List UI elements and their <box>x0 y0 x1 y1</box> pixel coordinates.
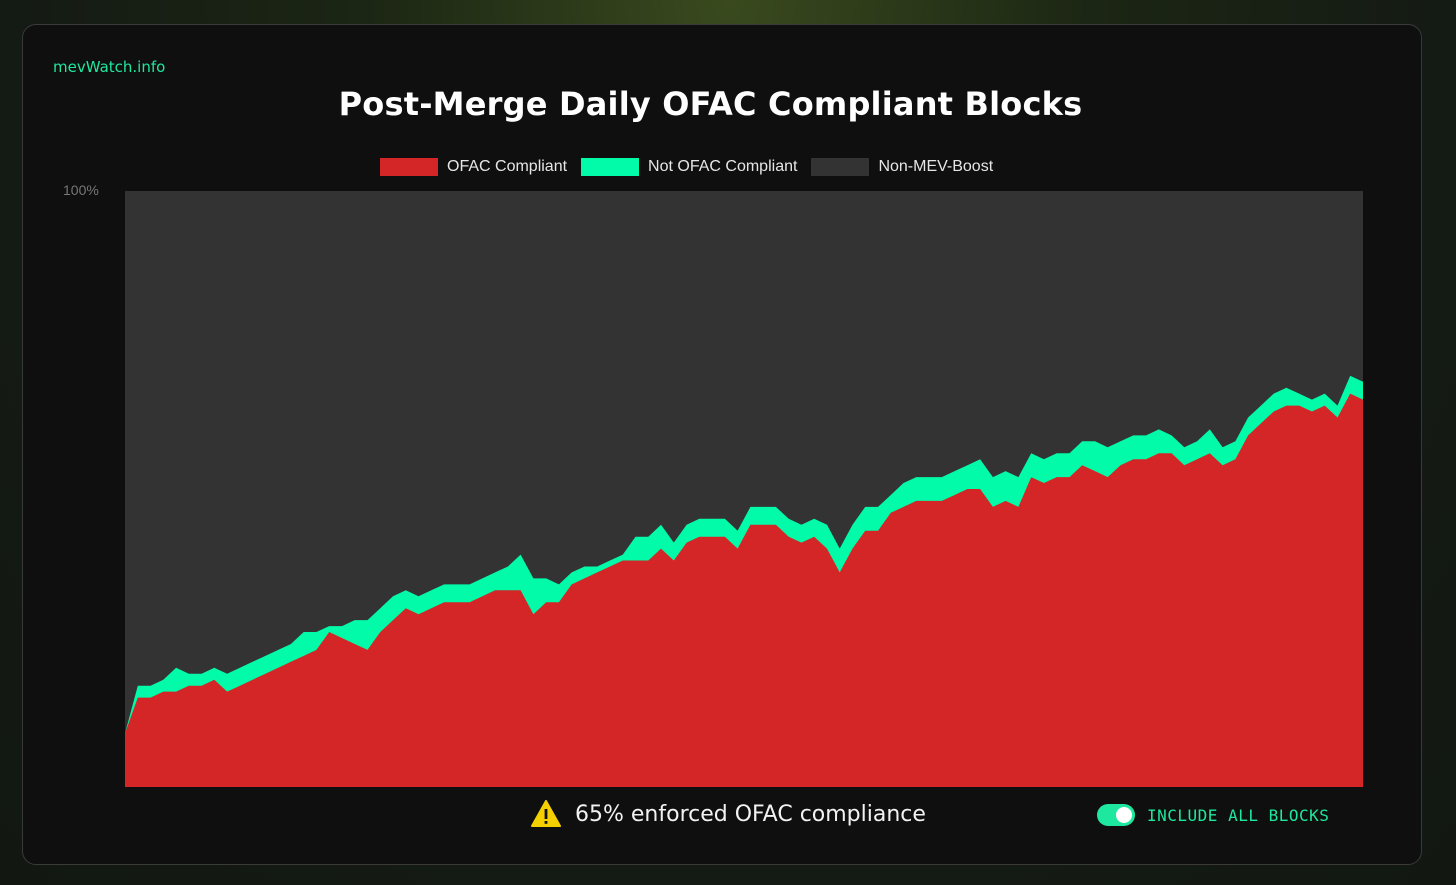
legend-swatch-ofac-compliant <box>380 158 438 176</box>
compliance-message: 65% enforced OFAC compliance <box>531 800 926 828</box>
legend-item-not-ofac-compliant[interactable]: Not OFAC Compliant <box>581 158 797 176</box>
legend-swatch-not-ofac-compliant <box>581 158 640 176</box>
chart-plot-area <box>125 191 1363 787</box>
chart-title: Post-Merge Daily OFAC Compliant Blocks <box>338 85 1083 123</box>
legend-label-non-mev-boost: Non-MEV-Boost <box>878 158 994 175</box>
brand-link[interactable]: mevWatch.info <box>53 58 166 76</box>
include-all-blocks-control: INCLUDE ALL BLOCKS <box>1097 804 1329 826</box>
toggle-knob <box>1116 807 1132 823</box>
chart-legend: OFAC Compliant Not OFAC Compliant Non-ME… <box>380 158 993 176</box>
legend-label-not-ofac-compliant: Not OFAC Compliant <box>648 158 798 175</box>
include-all-blocks-toggle[interactable] <box>1097 804 1135 826</box>
include-all-blocks-label[interactable]: INCLUDE ALL BLOCKS <box>1147 805 1330 825</box>
warning-icon <box>531 800 561 827</box>
y-tick-label-100: 100% <box>63 182 99 198</box>
compliance-message-text: 65% enforced OFAC compliance <box>575 801 926 827</box>
legend-item-ofac-compliant[interactable]: OFAC Compliant <box>380 158 567 176</box>
chart-card: mevWatch.info Post-Merge Daily OFAC Comp… <box>22 24 1422 865</box>
legend-item-non-mev-boost[interactable]: Non-MEV-Boost <box>811 158 993 176</box>
legend-swatch-non-mev-boost <box>811 158 870 176</box>
series-area-ofac-compliant <box>125 393 1363 787</box>
legend-label-ofac-compliant: OFAC Compliant <box>447 158 568 175</box>
